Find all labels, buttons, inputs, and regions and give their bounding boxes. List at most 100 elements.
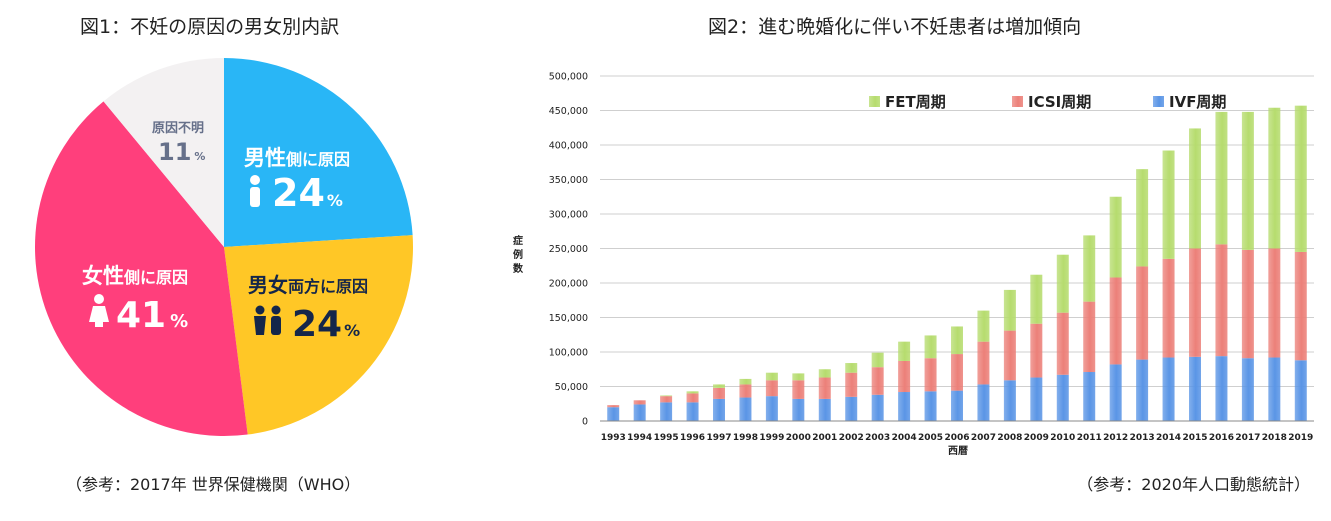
bar-fet xyxy=(871,352,884,368)
bar-fet xyxy=(792,373,805,381)
bar-ivf xyxy=(713,398,725,421)
pie-chart-title: 図1：不妊の原因の男女別内訳 xyxy=(80,16,340,38)
bar-fet xyxy=(1241,111,1254,250)
bar-icsi xyxy=(818,377,831,399)
female-cause-percent: 41% xyxy=(116,295,188,336)
slice-both xyxy=(224,235,413,435)
y-tick-label: 450,000 xyxy=(549,106,588,117)
bar-ivf xyxy=(1268,357,1281,421)
bar-fet xyxy=(1294,105,1307,252)
bar-ivf xyxy=(977,384,990,421)
x-axis-ticks: 1993 1994 1995 1996 1997 1998 1999 2000 2001 2002… xyxy=(601,433,1314,443)
bar-icsi xyxy=(1109,277,1122,365)
x-tick-label: 1994 xyxy=(627,433,652,443)
y-tick-label: 150,000 xyxy=(549,313,588,324)
bar-fet xyxy=(1268,107,1281,249)
bar-icsi xyxy=(713,387,725,399)
bar-ivf xyxy=(660,402,673,421)
x-tick-label: 2018 xyxy=(1262,433,1287,443)
bar-icsi xyxy=(1136,266,1149,360)
x-tick-label: 2013 xyxy=(1130,433,1155,443)
bar-icsi xyxy=(1268,248,1281,358)
x-tick-label: 1998 xyxy=(733,433,758,443)
bar-icsi xyxy=(924,358,937,392)
bar-icsi xyxy=(607,405,620,408)
slice-male xyxy=(224,58,413,247)
legend-swatch xyxy=(869,96,880,107)
x-tick-label: 2017 xyxy=(1235,433,1260,443)
x-tick-label: 2004 xyxy=(892,433,917,443)
bar-fet xyxy=(1109,196,1122,278)
bars xyxy=(607,105,1307,421)
bar-icsi xyxy=(1003,330,1016,381)
bar-ivf xyxy=(792,398,805,421)
x-axis-label: 西暦 xyxy=(948,445,968,457)
bar-ivf xyxy=(739,397,752,421)
stacked-bar-chart: 0 50,000 100,000 150,000 200,000 250,000 300,0… xyxy=(513,72,1314,457)
bar-ivf xyxy=(607,407,620,421)
legend-swatch xyxy=(1153,96,1164,107)
bar-fet xyxy=(739,378,752,385)
pie-source-note: （参考：2017年 世界保健機関（WHO） xyxy=(66,475,361,494)
bar-ivf xyxy=(686,402,699,421)
bar-ivf xyxy=(818,398,831,421)
bar-icsi xyxy=(898,360,911,393)
x-tick-label: 2019 xyxy=(1288,433,1313,443)
x-tick-label: 2001 xyxy=(812,433,837,443)
y-tick-label: 300,000 xyxy=(549,210,588,221)
bar-icsi xyxy=(1083,301,1096,373)
bar-icsi xyxy=(871,367,884,395)
bar-ivf xyxy=(1215,356,1228,421)
legend-label: FET周期 xyxy=(885,93,946,111)
bar-fet xyxy=(686,391,699,394)
bar-fet xyxy=(818,369,831,378)
y-tick-label: 0 xyxy=(582,417,588,428)
bar-fet xyxy=(951,326,963,355)
y-axis-ticks: 0 50,000 100,000 150,000 200,000 250,000 300,0… xyxy=(549,72,588,428)
legend-label: ICSI周期 xyxy=(1028,93,1091,111)
bar-icsi xyxy=(633,400,646,405)
bar-icsi xyxy=(1241,249,1254,359)
bar-icsi xyxy=(1189,248,1201,357)
male-cause-label: 男性側に原因 xyxy=(244,146,350,170)
x-tick-label: 2002 xyxy=(839,433,864,443)
legend: FET周期 ICSI周期 IVF周期 xyxy=(869,93,1226,111)
y-tick-label: 350,000 xyxy=(549,175,588,186)
bar-fet xyxy=(1083,235,1096,302)
bar-fet xyxy=(977,310,990,342)
bar-source-note: （参考：2020年人口動態統計） xyxy=(1077,475,1310,494)
x-tick-label: 1996 xyxy=(680,433,705,443)
bar-icsi xyxy=(977,341,990,385)
couple-icon xyxy=(254,305,281,335)
bar-ivf xyxy=(1109,364,1122,421)
x-tick-label: 2009 xyxy=(1024,433,1049,443)
y-tick-label: 50,000 xyxy=(555,382,588,393)
bar-ivf xyxy=(1294,360,1307,421)
bar-ivf xyxy=(1136,359,1149,421)
legend-swatch xyxy=(1012,96,1023,107)
y-tick-label: 400,000 xyxy=(549,141,588,152)
bar-fet xyxy=(1189,128,1201,249)
y-tick-label: 100,000 xyxy=(549,348,588,359)
bar-icsi xyxy=(1294,251,1307,361)
bar-icsi xyxy=(660,396,673,403)
y-tick-label: 200,000 xyxy=(549,279,588,290)
female-cause-label: 女性側に原因 xyxy=(82,264,188,288)
bar-icsi xyxy=(765,380,778,397)
bar-fet xyxy=(1162,150,1175,259)
bar-icsi xyxy=(1030,323,1043,378)
x-tick-label: 2007 xyxy=(971,433,996,443)
pie-chart xyxy=(35,58,413,436)
bar-fet xyxy=(713,384,725,388)
slice-female xyxy=(35,101,248,436)
x-tick-label: 2012 xyxy=(1103,433,1128,443)
x-tick-label: 2005 xyxy=(918,433,943,443)
x-tick-label: 2016 xyxy=(1209,433,1234,443)
bar-icsi xyxy=(739,384,752,398)
bar-icsi xyxy=(1056,312,1069,375)
bar-ivf xyxy=(1083,372,1096,421)
bar-icsi xyxy=(951,354,963,391)
bar-ivf xyxy=(633,404,646,421)
bar-icsi xyxy=(792,380,805,399)
bar-ivf xyxy=(765,396,778,421)
